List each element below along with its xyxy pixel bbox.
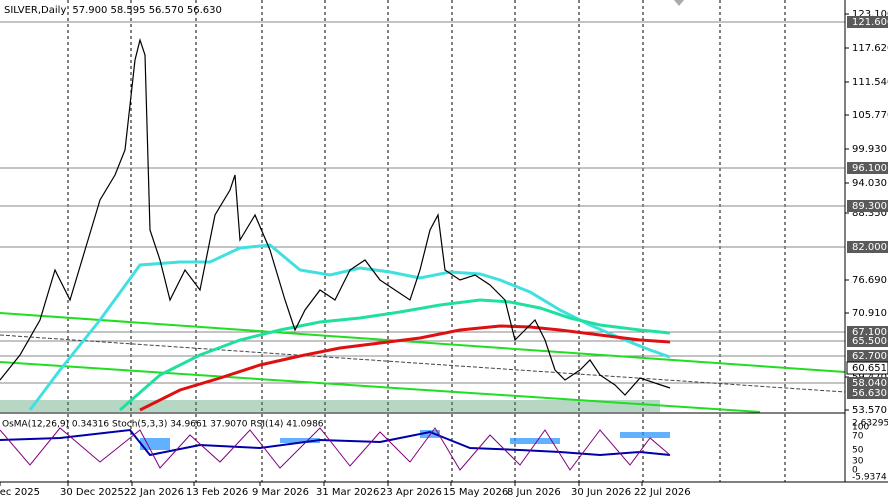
- price-tag-label: 96.100: [852, 163, 887, 174]
- date-label: 22 Jul 2026: [634, 487, 691, 498]
- price-tag-label: 60.651: [852, 363, 887, 374]
- date-label: 22 Jan 2026: [124, 487, 184, 498]
- ohlc: 57.900 58.595 56.570 56.630: [72, 5, 222, 16]
- trend-line: [0, 334, 846, 393]
- date-label: Dec 2025: [0, 487, 40, 498]
- volume: [0, 400, 660, 412]
- price-tag-label: 58.040: [852, 378, 887, 389]
- price-tag: [847, 16, 888, 28]
- price-candles: [0, 37, 671, 396]
- grid: [67, 0, 786, 482]
- indicator-axis-label: 30: [852, 457, 864, 467]
- date-label: 23 Apr 2026: [380, 487, 442, 498]
- price-tag: [847, 200, 888, 212]
- price-tag-label: 62.700: [852, 351, 887, 362]
- ma-slow: [139, 324, 671, 412]
- trend-line: [0, 312, 846, 373]
- trend-line: [0, 361, 761, 413]
- price-tag-label: 67.100: [852, 327, 887, 338]
- price-tag-label: 121.600: [852, 17, 888, 28]
- price-tag-label: 56.630: [852, 388, 887, 399]
- price-label: 99.930: [852, 144, 887, 155]
- date-label: 8 Jun 2026: [507, 487, 561, 498]
- price-tag-label: 65.500: [852, 336, 887, 347]
- indicator-axis-label: 2.63295: [852, 419, 888, 429]
- indicator-axis-label: 0: [852, 466, 858, 476]
- price-tag-label: 89.300: [852, 201, 887, 212]
- price-tag-label: 82.000: [852, 242, 887, 253]
- price-label: 117.620: [852, 43, 888, 54]
- date-label: 30 Dec 2025: [60, 487, 124, 498]
- date-label: 15 May 2026: [443, 487, 508, 498]
- date-label: 9 Mar 2026: [252, 487, 309, 498]
- ma-fast: [28, 243, 671, 411]
- indicator-axis-label: 70: [852, 432, 864, 442]
- price-tag: [847, 162, 888, 174]
- price-tag: [847, 335, 888, 347]
- price-tag: [847, 377, 888, 389]
- price-label: 76.690: [852, 275, 887, 286]
- stoch-line: [0, 427, 671, 471]
- price-label: 111.540: [852, 77, 888, 88]
- date-label: 13 Feb 2026: [186, 487, 248, 498]
- price-label: 123.100: [852, 9, 888, 20]
- price-tag: [846, 361, 888, 375]
- price-tag: [847, 350, 888, 362]
- symbol: SILVER,Daily: [4, 5, 66, 16]
- indicator-axis-label: 50: [852, 446, 864, 456]
- price-label: 70.910: [852, 308, 887, 319]
- shift-marker: [674, 0, 684, 6]
- indicator-axis-label: -5.9374: [852, 473, 887, 483]
- price-label: 53.570: [852, 405, 887, 416]
- indicator-axis-label: 100: [852, 423, 869, 433]
- date-label: 31 Mar 2026: [316, 487, 379, 498]
- rsi-line: [0, 428, 671, 457]
- level-lines: [0, 21, 845, 384]
- price-label: 88.350: [852, 208, 887, 219]
- price-label: 94.030: [852, 178, 887, 189]
- price-tag: [847, 241, 888, 253]
- price-tag: [847, 387, 888, 399]
- ma-mid: [119, 298, 671, 412]
- date-label: 30 Jun 2026: [571, 487, 631, 498]
- indicator-label: OsMA(12,26,9) 0.34316 Stoch(5,3,3) 34.96…: [2, 420, 324, 430]
- price-label: 105.770: [852, 110, 888, 121]
- chart-header: SILVER,Daily 57.900 58.595 56.570 56.630: [4, 5, 222, 16]
